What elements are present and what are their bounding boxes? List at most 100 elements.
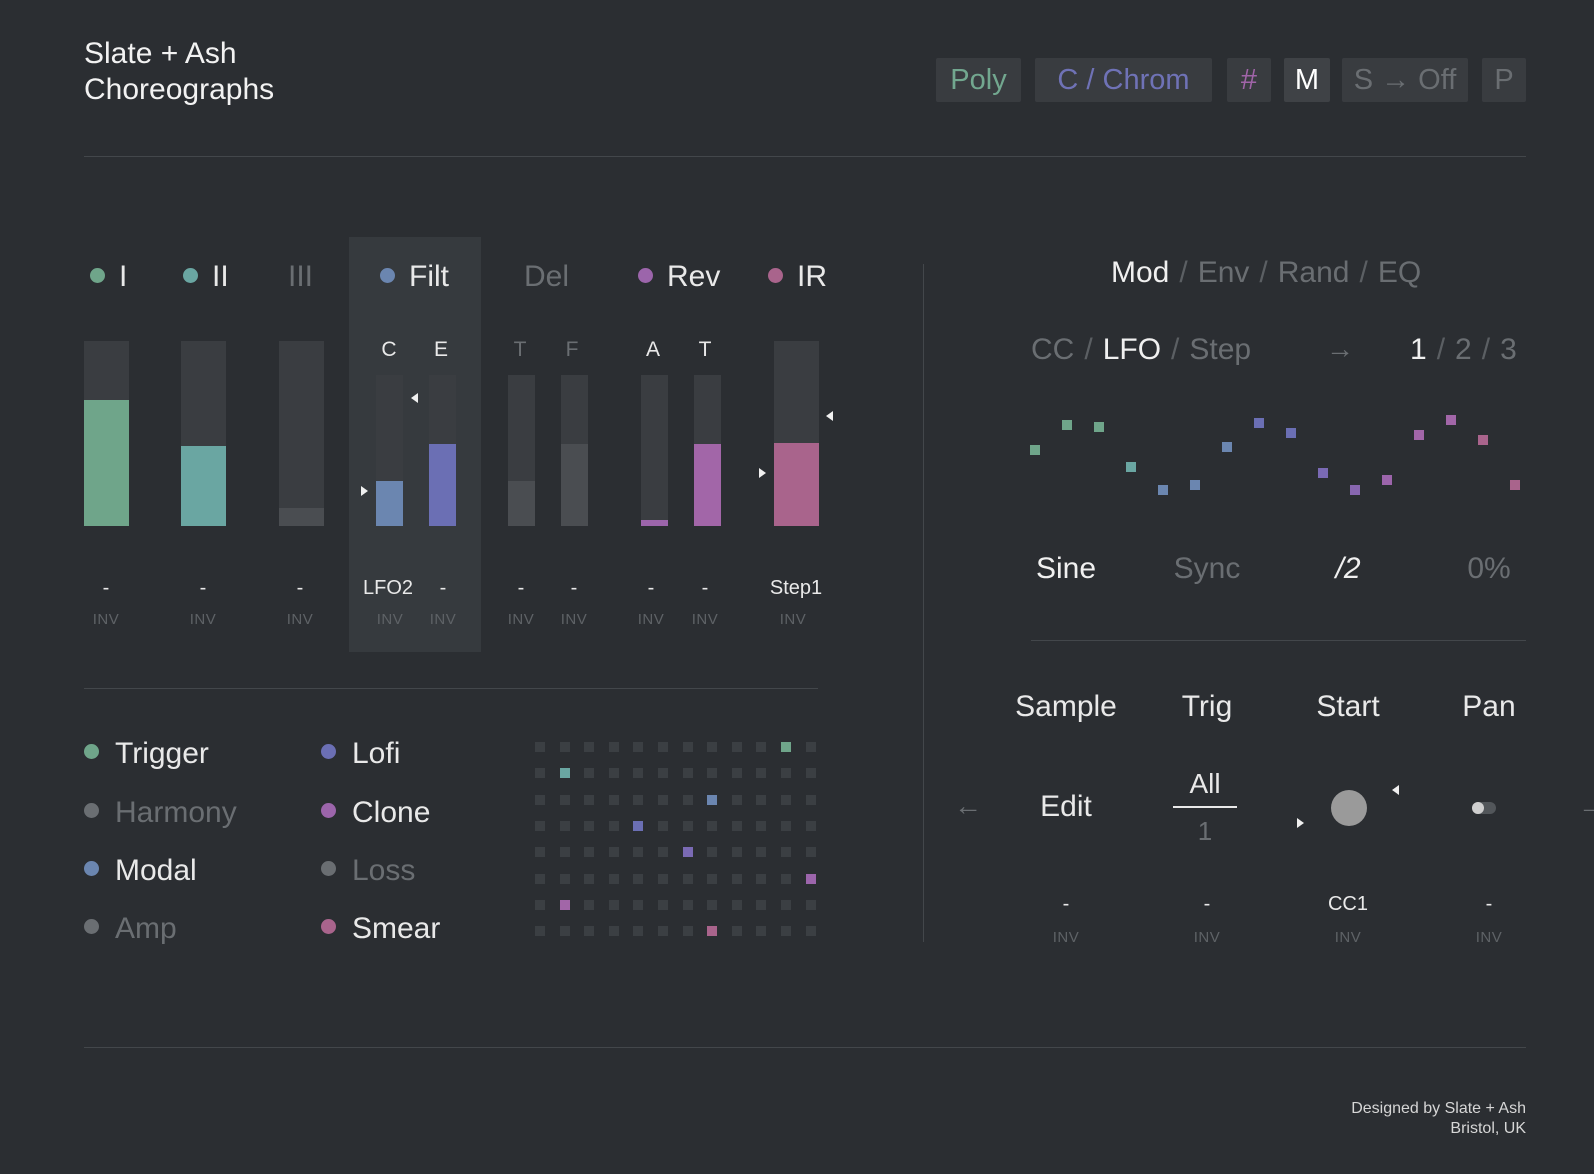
matrix-cell[interactable] bbox=[633, 926, 644, 937]
arrow-left-icon[interactable]: ← bbox=[954, 790, 982, 821]
tab-filt[interactable]: Filt bbox=[380, 260, 449, 294]
lfo-waveform-display[interactable] bbox=[1030, 410, 1530, 510]
mod-source[interactable]: - bbox=[647, 577, 655, 599]
matrix-cell[interactable] bbox=[658, 742, 668, 752]
matrix-cell[interactable] bbox=[608, 768, 619, 779]
inv-toggle[interactable]: INV bbox=[286, 611, 314, 628]
inv-toggle[interactable]: INV bbox=[1193, 929, 1221, 946]
matrix-cell[interactable] bbox=[707, 742, 718, 752]
matrix-cell[interactable] bbox=[608, 794, 619, 805]
matrix-cell[interactable] bbox=[781, 847, 791, 858]
matrix-cell[interactable] bbox=[805, 768, 816, 779]
tab-eq[interactable]: EQ bbox=[1377, 256, 1422, 289]
matrix-cell[interactable] bbox=[658, 926, 668, 937]
fader-rev-t[interactable] bbox=[694, 375, 721, 526]
tab-rev[interactable]: Rev bbox=[638, 260, 720, 294]
start-knob[interactable] bbox=[1331, 790, 1367, 826]
sustain-button[interactable]: S → Off bbox=[1342, 58, 1468, 102]
tab-mod[interactable]: Mod bbox=[1111, 256, 1170, 289]
matrix-cell[interactable] bbox=[559, 820, 570, 831]
matrix-cell[interactable] bbox=[731, 768, 742, 779]
matrix-cell[interactable] bbox=[658, 768, 668, 779]
matrix-cell[interactable] bbox=[756, 794, 767, 805]
mod-source[interactable]: - bbox=[570, 577, 578, 599]
matrix-cell[interactable] bbox=[584, 820, 595, 831]
matrix-cell[interactable] bbox=[608, 926, 619, 937]
inv-toggle[interactable]: INV bbox=[779, 611, 807, 628]
routing-matrix[interactable] bbox=[535, 742, 825, 952]
inv-toggle[interactable]: INV bbox=[189, 611, 217, 628]
matrix-cell[interactable] bbox=[682, 847, 693, 858]
lfo-phase[interactable]: 0% bbox=[1467, 552, 1511, 585]
legend-item-trigger[interactable]: Trigger bbox=[84, 736, 209, 772]
tab-env[interactable]: Env bbox=[1197, 256, 1250, 289]
scale-button[interactable]: C / Chrom bbox=[1035, 58, 1212, 102]
matrix-cell[interactable] bbox=[608, 873, 619, 884]
matrix-cell[interactable] bbox=[731, 820, 742, 831]
matrix-cell[interactable] bbox=[707, 768, 718, 779]
matrix-cell[interactable] bbox=[559, 899, 570, 910]
pan-toggle[interactable] bbox=[1472, 802, 1496, 814]
matrix-cell[interactable] bbox=[535, 899, 545, 910]
lfo-sync[interactable]: Sync bbox=[1173, 552, 1241, 585]
matrix-cell[interactable] bbox=[781, 742, 791, 752]
matrix-cell[interactable] bbox=[633, 820, 644, 831]
matrix-cell[interactable] bbox=[756, 742, 767, 752]
matrix-cell[interactable] bbox=[707, 794, 718, 805]
inv-toggle[interactable]: INV bbox=[691, 611, 719, 628]
matrix-cell[interactable] bbox=[756, 768, 767, 779]
trig-all[interactable]: All bbox=[1189, 768, 1221, 799]
tab-cc[interactable]: CC bbox=[1031, 333, 1075, 366]
tab-channel-ii[interactable]: II bbox=[183, 260, 229, 294]
legend-item-smear[interactable]: Smear bbox=[321, 911, 440, 947]
fader-del-t[interactable] bbox=[508, 375, 535, 526]
matrix-cell[interactable] bbox=[633, 873, 644, 884]
legend-item-modal[interactable]: Modal bbox=[84, 853, 197, 889]
matrix-cell[interactable] bbox=[535, 820, 545, 831]
matrix-cell[interactable] bbox=[584, 742, 595, 752]
fader-ir[interactable] bbox=[774, 341, 819, 526]
matrix-cell[interactable] bbox=[781, 794, 791, 805]
matrix-cell[interactable] bbox=[781, 768, 791, 779]
matrix-cell[interactable] bbox=[633, 742, 644, 752]
fader-rev-a[interactable] bbox=[641, 375, 668, 526]
matrix-cell[interactable] bbox=[559, 873, 570, 884]
matrix-cell[interactable] bbox=[535, 847, 545, 858]
matrix-cell[interactable] bbox=[731, 742, 742, 752]
matrix-cell[interactable] bbox=[805, 742, 816, 752]
fader-i[interactable] bbox=[84, 341, 129, 526]
matrix-cell[interactable] bbox=[756, 847, 767, 858]
lfo-shape[interactable]: Sine bbox=[1035, 552, 1097, 585]
tab-step[interactable]: Step bbox=[1189, 333, 1252, 366]
matrix-cell[interactable] bbox=[608, 820, 619, 831]
matrix-cell[interactable] bbox=[559, 926, 570, 937]
matrix-cell[interactable] bbox=[682, 873, 693, 884]
legend-item-amp[interactable]: Amp bbox=[84, 911, 177, 947]
matrix-cell[interactable] bbox=[682, 899, 693, 910]
matrix-cell[interactable] bbox=[535, 794, 545, 805]
p-button[interactable]: P bbox=[1482, 58, 1526, 102]
matrix-cell[interactable] bbox=[756, 899, 767, 910]
page-1[interactable]: 1 bbox=[1410, 333, 1427, 366]
matrix-cell[interactable] bbox=[731, 794, 742, 805]
mod-source[interactable]: - bbox=[296, 577, 304, 599]
inv-toggle[interactable]: INV bbox=[92, 611, 120, 628]
matrix-cell[interactable] bbox=[682, 820, 693, 831]
matrix-cell[interactable] bbox=[707, 926, 718, 937]
matrix-cell[interactable] bbox=[608, 742, 619, 752]
inv-toggle[interactable]: INV bbox=[1475, 929, 1503, 946]
mod-source[interactable]: - bbox=[439, 577, 447, 599]
matrix-cell[interactable] bbox=[584, 873, 595, 884]
matrix-cell[interactable] bbox=[658, 873, 668, 884]
arrow-right-icon[interactable]: → bbox=[1578, 790, 1594, 821]
matrix-cell[interactable] bbox=[535, 768, 545, 779]
matrix-cell[interactable] bbox=[781, 873, 791, 884]
matrix-cell[interactable] bbox=[559, 847, 570, 858]
tab-ir[interactable]: IR bbox=[768, 260, 827, 294]
legend-item-clone[interactable]: Clone bbox=[321, 795, 430, 831]
matrix-cell[interactable] bbox=[805, 847, 816, 858]
matrix-cell[interactable] bbox=[707, 873, 718, 884]
matrix-cell[interactable] bbox=[781, 899, 791, 910]
matrix-cell[interactable] bbox=[535, 742, 545, 752]
matrix-cell[interactable] bbox=[535, 926, 545, 937]
